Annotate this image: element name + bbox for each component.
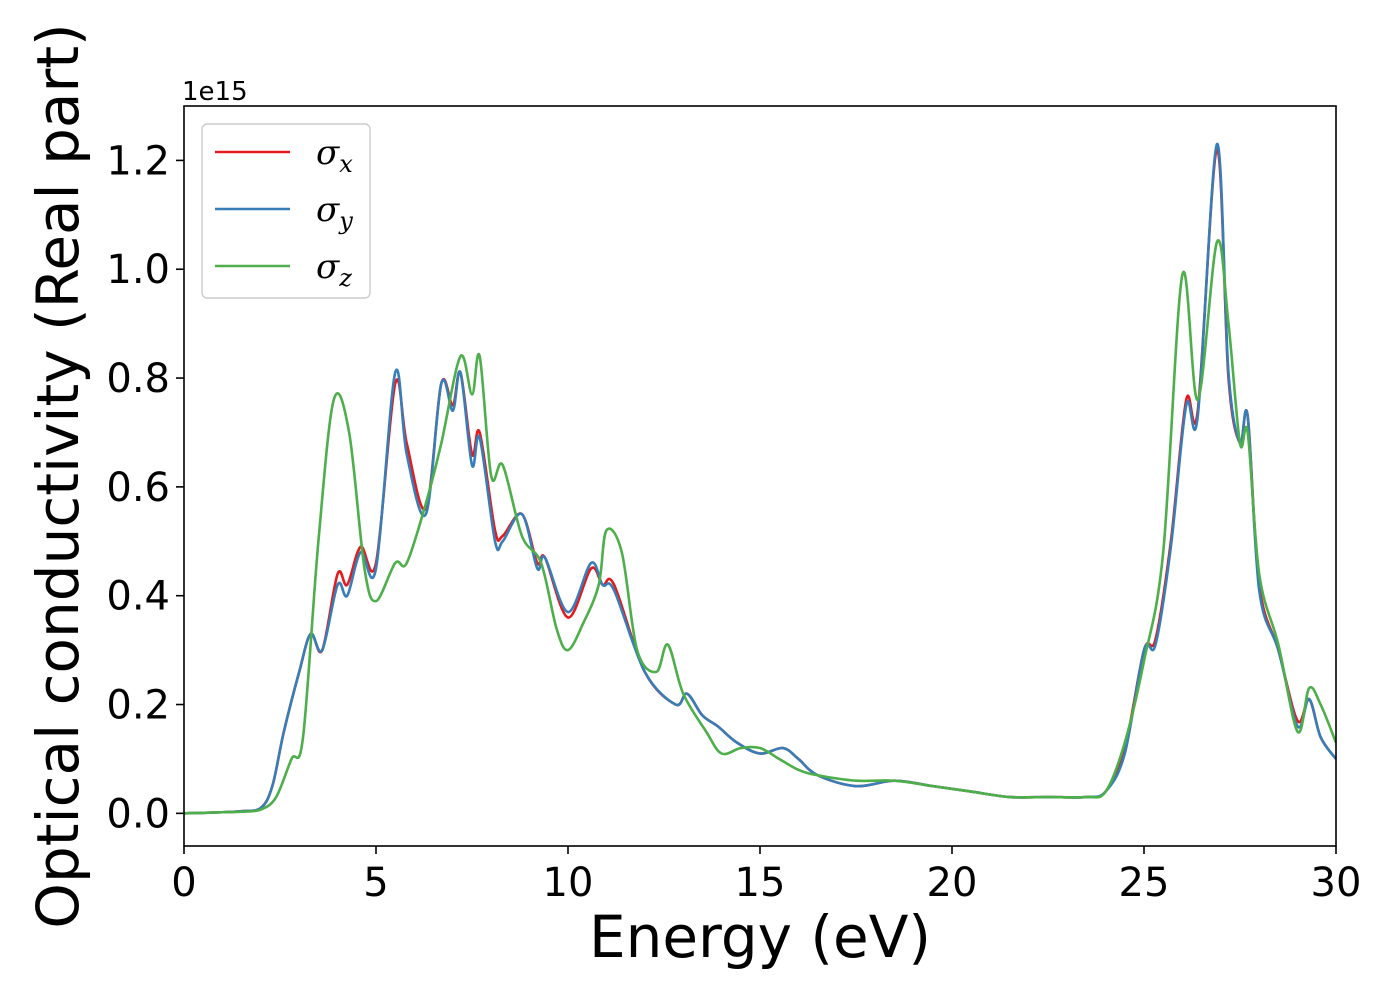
y-axis-label: Optical conductivity (Real part) (24, 23, 92, 928)
legend-item-sigma-z: σz (215, 247, 352, 292)
x-tick-label: 5 (363, 860, 388, 906)
legend-label: σy (316, 190, 353, 235)
x-tick-label: 0 (171, 860, 196, 906)
x-tick-label: 25 (1119, 860, 1170, 906)
legend-item-sigma-x: σx (215, 133, 353, 178)
y-tick-label: 0.0 (106, 791, 170, 837)
legend-label: σx (316, 133, 353, 178)
x-tick-label: 30 (1311, 860, 1362, 906)
y-offset-label: 1e15 (182, 77, 248, 107)
y-tick-label: 1.0 (106, 247, 170, 293)
series-line-sigma-y (184, 142, 1336, 815)
y-tick-label: 0.4 (106, 574, 170, 620)
y-tick-label: 0.6 (106, 465, 170, 511)
series-line-sigma-z (184, 239, 1336, 815)
legend-box (201, 123, 371, 299)
ticks-layer: 0 5 10 15 20 25 30 0.0 0.2 0.4 0.6 0.8 1.0 1.2 (106, 138, 1361, 906)
legend: σx σy σz (201, 123, 371, 299)
legend-label: σz (316, 247, 352, 292)
x-tick-label: 10 (543, 860, 594, 906)
series-layer (184, 142, 1336, 815)
legend-items: σx σy σz (215, 133, 353, 292)
x-axis-label: Energy (eV) (589, 903, 931, 971)
x-tick-label: 15 (735, 860, 786, 906)
y-tick-label: 0.2 (106, 683, 170, 729)
legend-item-sigma-y: σy (215, 190, 353, 235)
x-tick-label: 20 (927, 860, 978, 906)
y-tick-label: 0.8 (106, 356, 170, 402)
y-tick-label: 1.2 (106, 138, 170, 184)
